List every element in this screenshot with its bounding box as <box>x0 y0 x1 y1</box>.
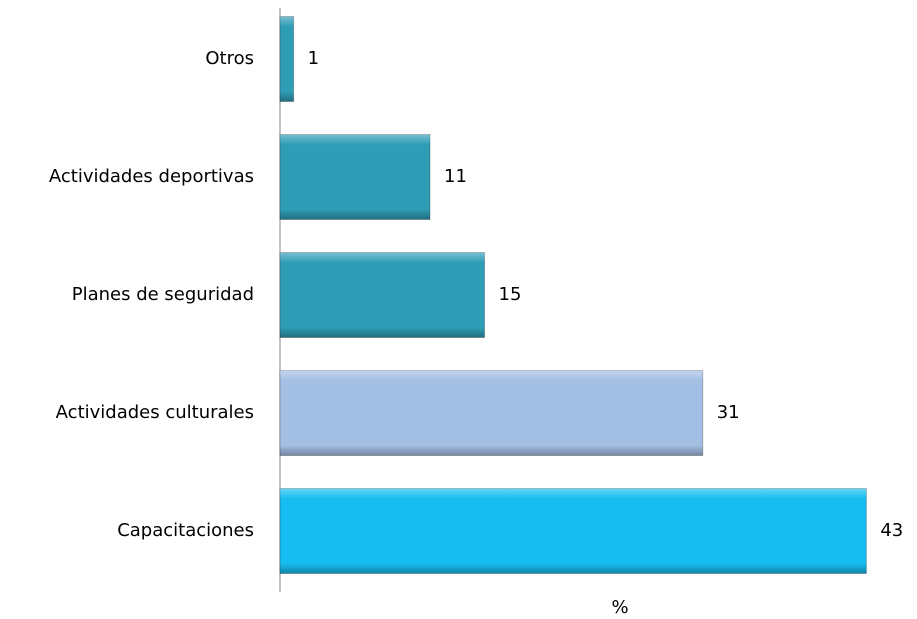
bar-shade <box>280 370 703 456</box>
bar-shade <box>280 134 430 220</box>
y-tick-label: Otros <box>205 48 254 69</box>
y-tick-label: Actividades deportivas <box>49 166 254 187</box>
value-label: 11 <box>444 166 467 187</box>
y-tick-label: Capacitaciones <box>117 520 254 541</box>
x-axis-label: % <box>611 597 628 618</box>
value-label: 1 <box>308 48 319 69</box>
value-label: 15 <box>499 284 522 305</box>
value-label: 31 <box>717 402 740 423</box>
bar-shade <box>280 252 485 338</box>
bar-shade <box>280 488 867 574</box>
y-tick-label: Actividades culturales <box>56 402 254 423</box>
bar-shade <box>280 16 294 102</box>
y-tick-label: Planes de seguridad <box>72 284 254 305</box>
value-label: 43 <box>880 520 903 541</box>
